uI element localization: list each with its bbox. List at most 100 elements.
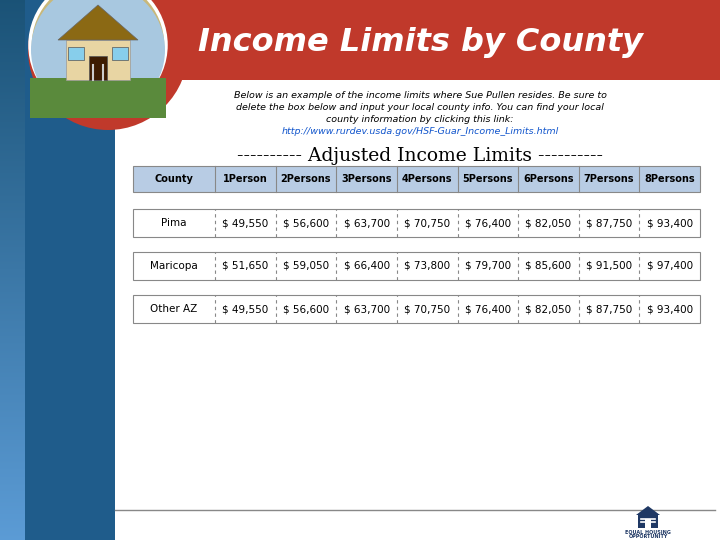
- Bar: [0, 82, 25, 83]
- Bar: [0, 306, 25, 307]
- Bar: [0, 147, 25, 148]
- Bar: [0, 313, 25, 314]
- Bar: [0, 253, 25, 254]
- Bar: [0, 512, 25, 513]
- Circle shape: [31, 0, 165, 117]
- Bar: [0, 238, 25, 239]
- Bar: [0, 11, 25, 12]
- Circle shape: [28, 0, 188, 130]
- Bar: [0, 13, 25, 14]
- Bar: [0, 490, 25, 491]
- Bar: [0, 104, 25, 105]
- Bar: [0, 202, 25, 203]
- Bar: [0, 176, 25, 177]
- Bar: [66, 40, 130, 80]
- Bar: [0, 81, 25, 82]
- Bar: [0, 243, 25, 244]
- Bar: [0, 204, 25, 205]
- Bar: [0, 125, 25, 126]
- Bar: [0, 26, 25, 27]
- Bar: [0, 504, 25, 505]
- Bar: [133, 252, 700, 280]
- Bar: [0, 234, 25, 235]
- Circle shape: [30, 0, 166, 113]
- Bar: [0, 251, 25, 252]
- Text: county information by clicking this link:: county information by clicking this link…: [326, 114, 514, 124]
- Bar: [0, 39, 25, 40]
- Bar: [0, 103, 25, 104]
- Bar: [0, 46, 25, 47]
- Bar: [0, 14, 25, 15]
- Bar: [0, 79, 25, 80]
- Bar: [0, 273, 25, 274]
- Bar: [0, 212, 25, 213]
- Bar: [0, 10, 25, 11]
- Bar: [0, 358, 25, 359]
- Bar: [0, 244, 25, 245]
- Bar: [0, 300, 25, 301]
- Bar: [0, 334, 25, 335]
- Text: $ 49,550: $ 49,550: [222, 218, 269, 228]
- Bar: [0, 15, 25, 16]
- Bar: [0, 60, 25, 61]
- Bar: [0, 373, 25, 374]
- Bar: [0, 56, 25, 57]
- Bar: [0, 25, 25, 26]
- Bar: [0, 483, 25, 484]
- Text: $ 49,550: $ 49,550: [222, 304, 269, 314]
- Bar: [0, 124, 25, 125]
- Bar: [0, 260, 25, 261]
- Bar: [0, 452, 25, 453]
- Bar: [0, 148, 25, 149]
- Bar: [0, 172, 25, 173]
- Bar: [0, 4, 25, 5]
- Bar: [0, 525, 25, 526]
- Bar: [0, 527, 25, 528]
- Bar: [0, 438, 25, 439]
- Bar: [0, 401, 25, 402]
- Bar: [0, 436, 25, 437]
- Bar: [0, 400, 25, 401]
- Bar: [25, 0, 115, 540]
- Text: 5Persons: 5Persons: [462, 174, 513, 184]
- Bar: [0, 250, 25, 251]
- Bar: [0, 301, 25, 302]
- Bar: [0, 349, 25, 350]
- Text: 4Persons: 4Persons: [402, 174, 452, 184]
- Bar: [0, 503, 25, 504]
- Bar: [0, 356, 25, 357]
- Bar: [0, 113, 25, 114]
- Bar: [0, 274, 25, 275]
- Bar: [0, 460, 25, 461]
- Bar: [0, 246, 25, 247]
- Bar: [89, 56, 107, 80]
- Bar: [0, 290, 25, 291]
- Bar: [0, 84, 25, 85]
- Bar: [0, 222, 25, 223]
- Bar: [0, 389, 25, 390]
- Bar: [0, 539, 25, 540]
- Bar: [0, 1, 25, 2]
- Bar: [0, 520, 25, 521]
- Bar: [0, 217, 25, 218]
- Bar: [0, 88, 25, 89]
- Bar: [0, 158, 25, 159]
- Bar: [0, 42, 25, 43]
- Bar: [0, 264, 25, 265]
- Bar: [0, 431, 25, 432]
- Bar: [0, 195, 25, 196]
- Bar: [0, 537, 25, 538]
- Text: 6Persons: 6Persons: [523, 174, 574, 184]
- Bar: [0, 54, 25, 55]
- Bar: [0, 52, 25, 53]
- Bar: [0, 477, 25, 478]
- Bar: [0, 499, 25, 500]
- Text: $ 73,800: $ 73,800: [404, 261, 450, 271]
- Bar: [0, 343, 25, 344]
- Bar: [0, 416, 25, 417]
- Text: $ 82,050: $ 82,050: [526, 218, 572, 228]
- Text: Income Limits by County: Income Limits by County: [197, 26, 642, 57]
- Bar: [0, 223, 25, 224]
- Bar: [0, 83, 25, 84]
- Bar: [638, 515, 658, 528]
